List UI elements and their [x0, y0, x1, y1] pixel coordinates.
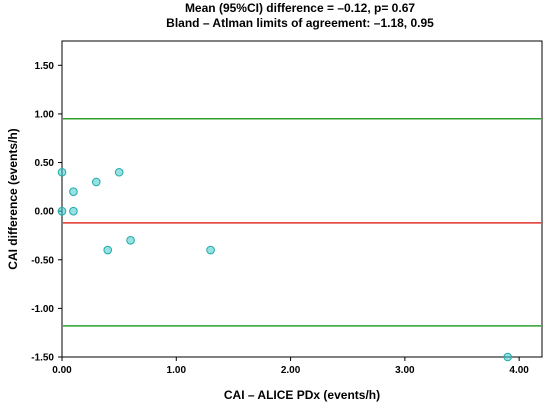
data-point-2	[69, 187, 78, 197]
data-points	[57, 167, 513, 362]
y-tick-label-0: 1.50	[35, 61, 55, 72]
reference-lines	[63, 118, 541, 327]
data-point-8	[206, 245, 215, 255]
chart-title-line-2: Bland – Atlman limits of agreement: –1.1…	[166, 16, 434, 30]
data-point-0	[57, 167, 67, 177]
data-point-9	[503, 352, 513, 362]
y-axis-label: CAI difference (events/h)	[6, 128, 20, 269]
data-point-7	[126, 236, 135, 245]
data-point-6	[103, 245, 113, 255]
data-point-3	[69, 206, 78, 216]
chart-title-line-1: Mean (95%CI) difference = –0.12, p= 0.67	[185, 1, 415, 15]
x-tick-label-2: 2.00	[281, 365, 301, 376]
y-tick-label-1: 1.00	[35, 109, 55, 120]
y-tick-label-4: -0.50	[31, 255, 54, 266]
y-tick-label-5: -1.00	[31, 304, 54, 315]
data-point-4	[91, 177, 101, 187]
data-point-1	[57, 206, 67, 216]
plot-area	[61, 40, 543, 358]
x-tick-label-1: 1.00	[167, 365, 187, 376]
x-axis-ticks: 0.00 1.00 2.00 3.00 4.00	[52, 357, 529, 376]
x-tick-label-3: 3.00	[395, 365, 415, 376]
y-tick-label-3: 0.00	[35, 207, 55, 218]
x-tick-label-0: 0.00	[52, 365, 72, 376]
data-point-5	[114, 167, 124, 177]
y-tick-label-2: 0.50	[35, 158, 55, 169]
x-axis-label: CAI – ALICE PDx (events/h)	[224, 388, 380, 402]
x-tick-label-4: 4.00	[509, 365, 529, 376]
y-axis-ticks: 1.50 1.00 0.50 0.00 -0.50 -1.00 -1.50	[31, 61, 62, 364]
y-tick-label-6: -1.50	[31, 353, 54, 364]
